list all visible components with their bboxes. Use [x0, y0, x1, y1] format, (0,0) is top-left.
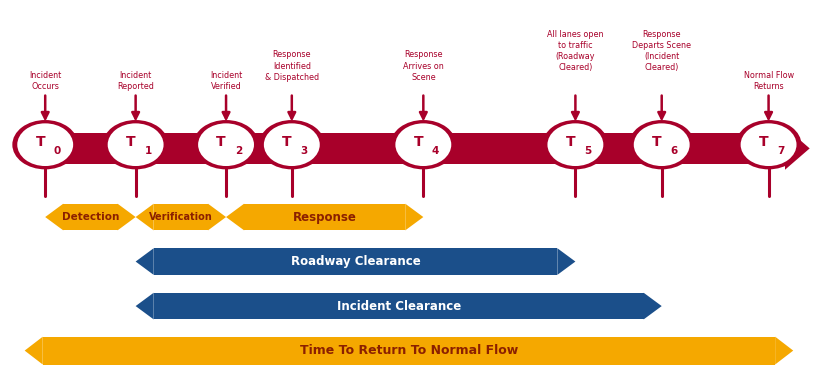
Ellipse shape: [736, 120, 801, 169]
Text: Response
Identified
& Dispatched: Response Identified & Dispatched: [265, 50, 319, 82]
FancyBboxPatch shape: [25, 133, 785, 164]
Polygon shape: [136, 248, 154, 275]
Polygon shape: [644, 293, 662, 319]
Text: Response: Response: [293, 210, 357, 224]
Text: Normal Flow
Returns: Normal Flow Returns: [744, 71, 793, 91]
Text: T: T: [282, 135, 292, 149]
Polygon shape: [208, 204, 226, 230]
Ellipse shape: [259, 120, 325, 169]
FancyBboxPatch shape: [154, 248, 557, 275]
Polygon shape: [557, 248, 575, 275]
Text: Incident Clearance: Incident Clearance: [336, 299, 461, 313]
Text: 6: 6: [671, 146, 677, 155]
Ellipse shape: [103, 120, 169, 169]
Text: Verification: Verification: [149, 212, 213, 222]
Polygon shape: [785, 127, 810, 170]
Text: 4: 4: [432, 146, 439, 155]
Text: 0: 0: [54, 146, 61, 155]
Polygon shape: [45, 204, 63, 230]
Text: 7: 7: [778, 146, 784, 155]
Text: T: T: [759, 135, 769, 149]
Text: Incident
Verified: Incident Verified: [210, 71, 242, 91]
Polygon shape: [136, 204, 154, 230]
Polygon shape: [226, 204, 244, 230]
Polygon shape: [775, 337, 793, 364]
Text: T: T: [216, 135, 226, 149]
Text: T: T: [126, 135, 136, 149]
Polygon shape: [25, 337, 43, 364]
Text: T: T: [566, 135, 575, 149]
Text: Detection: Detection: [62, 212, 119, 222]
FancyBboxPatch shape: [154, 204, 208, 230]
Text: 1: 1: [145, 146, 151, 155]
Text: T: T: [35, 135, 45, 149]
Text: 2: 2: [235, 146, 242, 155]
Text: Response
Departs Scene
(Incident
Cleared): Response Departs Scene (Incident Cleared…: [632, 30, 691, 72]
FancyBboxPatch shape: [244, 204, 405, 230]
Polygon shape: [405, 204, 423, 230]
Ellipse shape: [547, 123, 603, 166]
Ellipse shape: [629, 120, 695, 169]
Text: Response
Arrives on
Scene: Response Arrives on Scene: [403, 50, 444, 82]
Text: Time To Return To Normal Flow: Time To Return To Normal Flow: [300, 344, 518, 357]
Polygon shape: [118, 204, 136, 230]
Ellipse shape: [198, 123, 254, 166]
FancyBboxPatch shape: [154, 293, 644, 319]
Polygon shape: [136, 293, 154, 319]
Text: Incident
Occurs: Incident Occurs: [29, 71, 62, 91]
Ellipse shape: [108, 123, 164, 166]
Ellipse shape: [193, 120, 259, 169]
Text: T: T: [413, 135, 423, 149]
Text: T: T: [652, 135, 662, 149]
Ellipse shape: [17, 123, 73, 166]
Ellipse shape: [634, 123, 690, 166]
Text: Roadway Clearance: Roadway Clearance: [291, 255, 420, 268]
Ellipse shape: [395, 123, 451, 166]
FancyBboxPatch shape: [63, 204, 118, 230]
Ellipse shape: [741, 123, 797, 166]
Ellipse shape: [12, 120, 78, 169]
Text: 5: 5: [584, 146, 591, 155]
Ellipse shape: [264, 123, 320, 166]
Ellipse shape: [390, 120, 456, 169]
FancyBboxPatch shape: [43, 337, 775, 364]
Text: All lanes open
to traffic
(Roadway
Cleared): All lanes open to traffic (Roadway Clear…: [547, 30, 603, 72]
Text: 3: 3: [301, 146, 307, 155]
Ellipse shape: [543, 120, 608, 169]
Text: Incident
Reported: Incident Reported: [118, 71, 154, 91]
